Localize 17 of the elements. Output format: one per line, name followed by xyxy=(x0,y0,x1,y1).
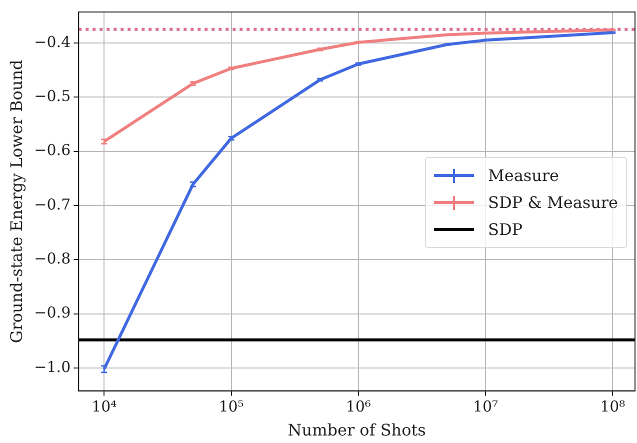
x-tick-label: 10⁷ xyxy=(472,398,498,416)
y-axis-title: Ground-state Energy Lower Bound xyxy=(6,60,26,344)
y-tick-label: −0.4 xyxy=(34,32,71,51)
x-axis-title: Number of Shots xyxy=(288,420,426,440)
x-tick-label: 10⁶ xyxy=(346,398,371,416)
legend-label: SDP & Measure xyxy=(488,193,618,212)
y-tick-label: −0.5 xyxy=(34,86,71,105)
x-tick-label: 10⁸ xyxy=(600,398,626,416)
y-tick-label: −0.9 xyxy=(34,304,71,322)
legend-label: Measure xyxy=(488,166,560,185)
legend-label: SDP xyxy=(488,220,523,239)
y-tick-label: −1.0 xyxy=(34,358,71,376)
y-tick-label: −0.8 xyxy=(34,250,71,268)
x-tick-label: 10⁵ xyxy=(218,398,244,416)
y-tick-label: −0.6 xyxy=(34,141,71,160)
x-tick-label: 10⁴ xyxy=(92,398,117,416)
y-tick-label: −0.7 xyxy=(34,195,71,214)
